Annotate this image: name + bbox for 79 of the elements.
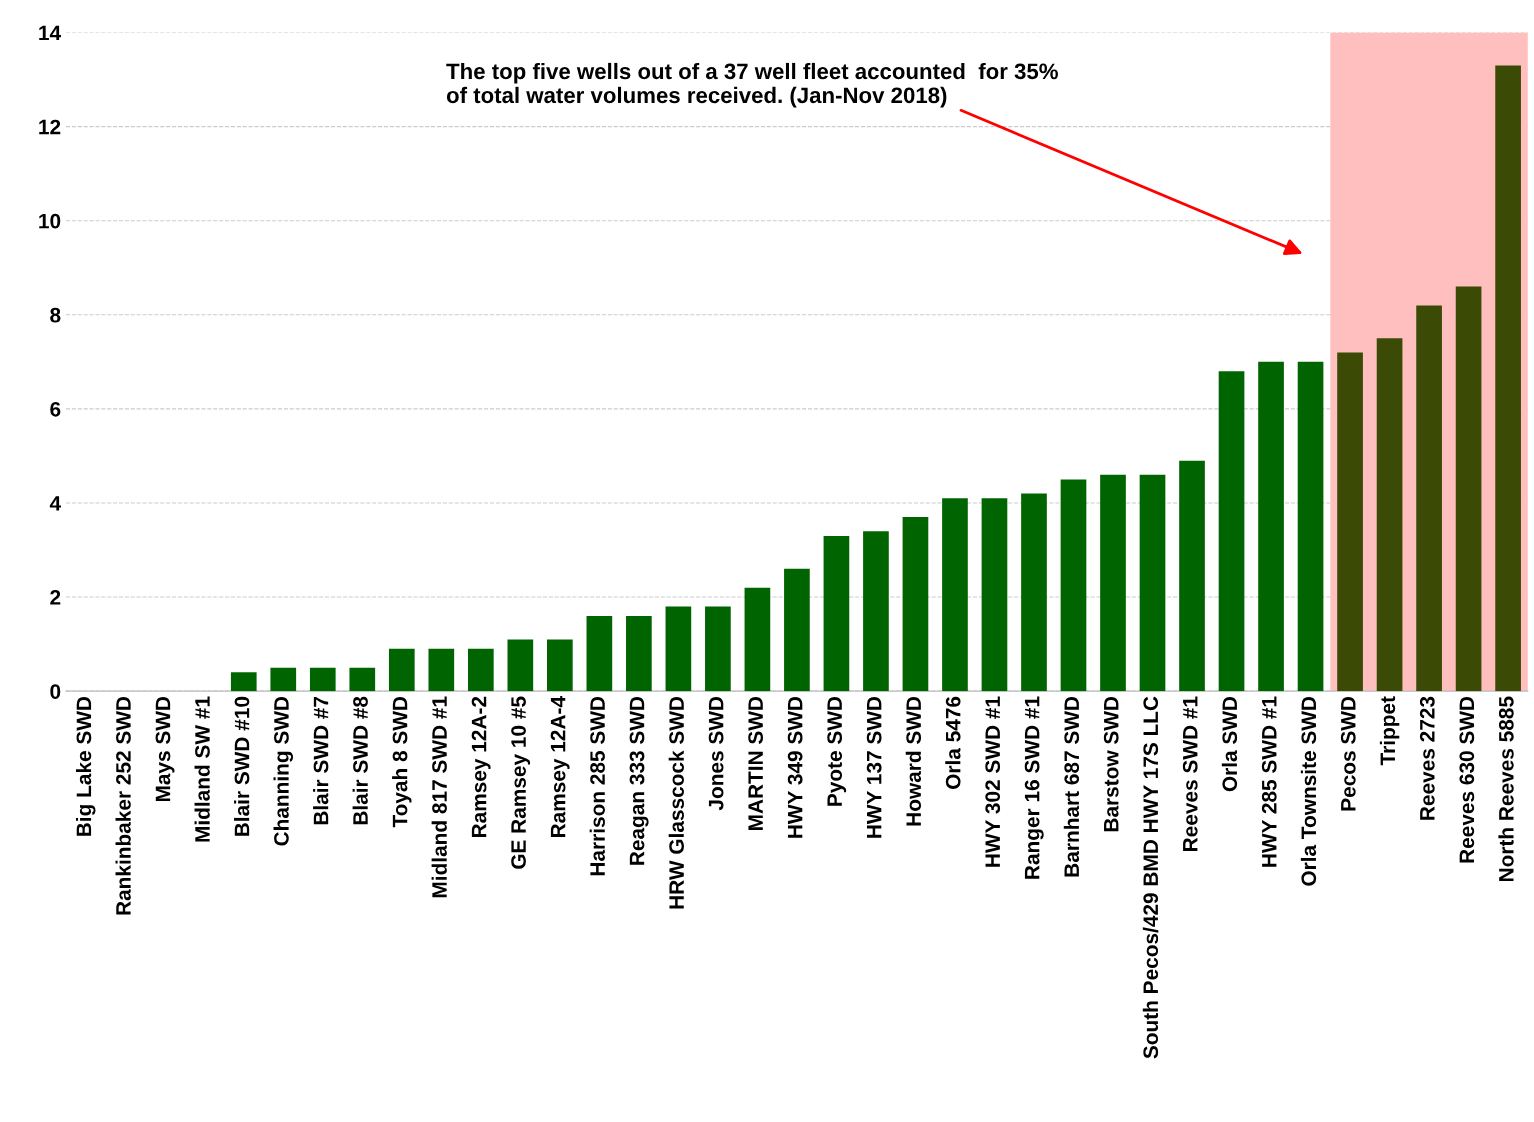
x-tick-label: Toyah 8 SWD — [392, 696, 412, 828]
bar — [230, 672, 257, 692]
x-tick-label: Blair SWD #7 — [313, 696, 329, 825]
x-tick-label: HWY 349 SWD — [787, 696, 803, 838]
bar — [823, 535, 850, 692]
x-tick-label: HWY 137 SWD — [866, 696, 882, 838]
bar — [586, 615, 613, 692]
y-tick-label: 2 — [50, 590, 61, 605]
bar — [309, 667, 336, 692]
x-tick-label: Orla SWD — [1221, 696, 1238, 792]
y-tick-label: 8 — [50, 307, 61, 323]
x-tick-label: Channing SWD — [273, 696, 294, 846]
x-tick-label: Midland SW #1 — [194, 696, 210, 842]
x-tick-label: Rankinbaker 252 SWD — [115, 696, 131, 915]
x-tick-label: Ranger 16 SWD #1 — [1024, 696, 1044, 879]
bar — [547, 639, 573, 692]
bar — [1100, 474, 1126, 692]
x-tick-label: Orla 5476 — [945, 696, 961, 789]
bar — [705, 606, 731, 692]
bar — [665, 606, 692, 692]
x-tick-label: Barnhart 687 SWD — [1063, 696, 1080, 877]
x-tick-label: Orla Townsite SWD — [1300, 696, 1317, 886]
y-tick-label: 12 — [39, 119, 61, 135]
y-tick-label: 10 — [39, 213, 61, 229]
y-tick-label: 6 — [50, 401, 61, 417]
x-tick-label: Ramsey 12A-2 — [471, 696, 491, 838]
bar — [1495, 65, 1521, 692]
bar — [1218, 371, 1245, 692]
bar — [902, 517, 929, 692]
x-tick-label: Reeves SWD #1 — [1182, 696, 1198, 851]
bar — [1258, 361, 1284, 692]
bar — [1416, 305, 1442, 692]
x-tick-label: HWY 302 SWD #1 — [985, 696, 1001, 867]
x-tick-label: Barstow SWD — [1103, 696, 1119, 832]
x-tick-label: Trippet — [1379, 696, 1400, 766]
bar — [863, 531, 889, 692]
x-tick-label: Blair SWD #8 — [352, 696, 368, 825]
annotation: The top five wells out of a 37 well fleet accounted for 35% of total water volumes received. (Jan-Nov 2018) — [446, 62, 1058, 108]
bar — [784, 568, 810, 692]
x-tick-label: Reeves 630 SWD — [1459, 696, 1475, 863]
bar — [1297, 361, 1324, 692]
x-tick-label: Reagan 333 SWD — [629, 696, 649, 865]
x-tick-label: Blair SWD #10 — [234, 696, 250, 836]
x-tick-label: Ramsey 12A-4 — [550, 696, 570, 838]
bar — [1060, 479, 1087, 692]
x-tick-label: Mays SWD — [155, 696, 175, 802]
x-tick-label: Midland 817 SWD #1 — [431, 696, 447, 898]
bar — [349, 667, 376, 692]
x-tick-label: HWY 285 SWD #1 — [1261, 696, 1277, 867]
x-tick-label: Pyote SWD — [827, 696, 847, 806]
bar — [1337, 352, 1363, 692]
x-tick-label: GE Ramsey 10 #5 — [511, 696, 531, 869]
x-tick-label: South Pecos/429 BMD HWY 17S LLC — [1142, 696, 1159, 1059]
bar — [1021, 493, 1047, 692]
bar — [1179, 460, 1205, 692]
bar — [626, 615, 652, 692]
x-tick-label: Pecos SWD — [1340, 696, 1356, 811]
bar — [942, 498, 968, 692]
bar — [388, 648, 415, 692]
y-tick-label: 14 — [39, 25, 61, 41]
bar — [744, 587, 771, 692]
bar — [1455, 286, 1482, 692]
x-tick-label: Harrison 285 SWD — [589, 696, 605, 876]
y-tick-label: 4 — [49, 496, 61, 511]
bar — [428, 648, 455, 692]
x-tick-label: Reeves 2723 — [1419, 696, 1435, 820]
bar — [507, 639, 534, 692]
x-tick-label: MARTIN SWD — [748, 696, 763, 831]
bar — [270, 667, 297, 692]
bar — [467, 648, 494, 692]
bar — [1376, 338, 1403, 692]
y-tick-label: 0 — [50, 684, 61, 699]
bar — [981, 498, 1008, 692]
x-tick-label: HRW Glasscock SWD — [668, 696, 684, 909]
x-tick-label: Big Lake SWD — [75, 696, 96, 836]
x-tick-label: Jones SWD — [708, 696, 724, 811]
x-tick-label: North Reeves 5885 — [1498, 696, 1514, 882]
x-tick-label: Howard SWD — [905, 696, 922, 826]
bar — [1139, 474, 1166, 692]
